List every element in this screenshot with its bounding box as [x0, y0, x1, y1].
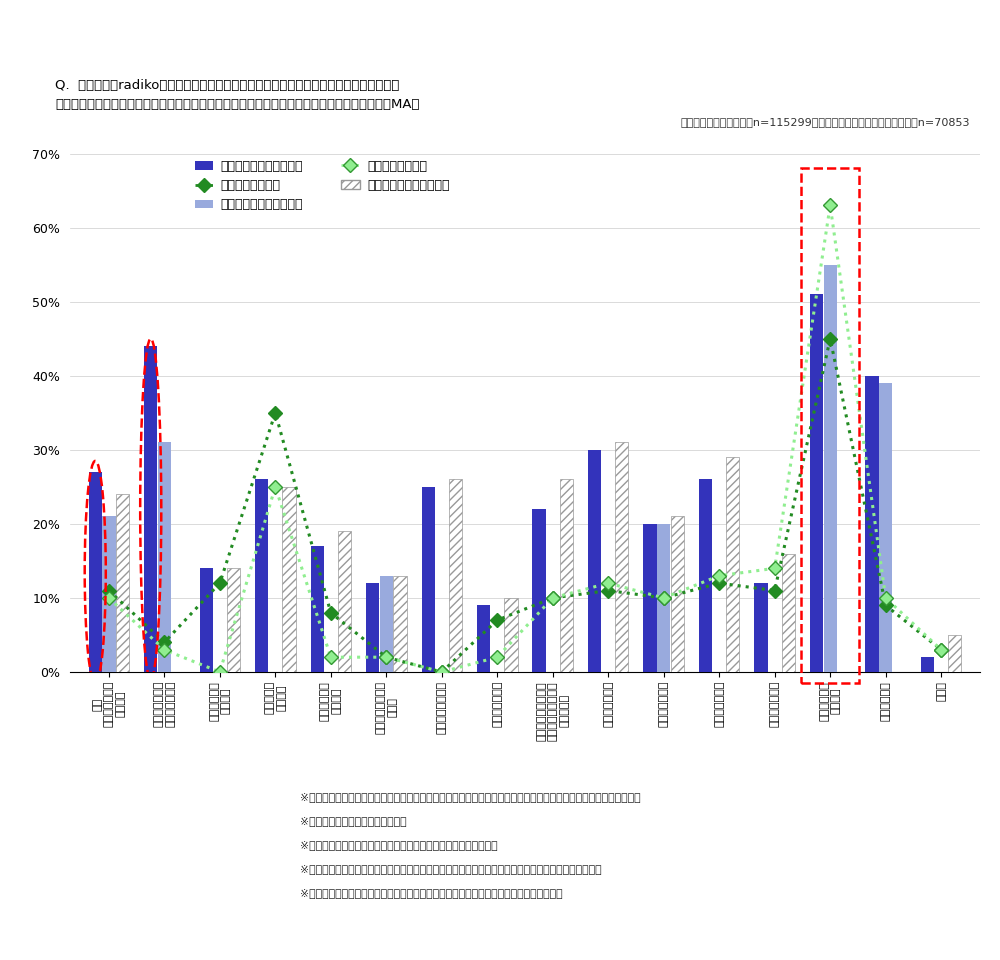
- Bar: [393, 576, 407, 672]
- Bar: [311, 546, 324, 672]
- Bar: [477, 606, 490, 672]
- Text: ※今回から「朝ベッドの中で」と「夜ベッドの中で」をまとめて「ベッドの中で」で聴取: ※今回から「朝ベッドの中で」と「夜ベッドの中で」をまとめて「ベッドの中で」で聴取: [300, 888, 563, 898]
- Bar: [782, 554, 795, 672]
- Text: スマートフォン利用者：n=115299、【前回】スマートフォン利用者：n=70853: スマートフォン利用者：n=115299、【前回】スマートフォン利用者：n=708…: [680, 117, 970, 127]
- Bar: [255, 479, 268, 672]
- Bar: [615, 443, 628, 672]
- Bar: [671, 516, 684, 672]
- Bar: [588, 450, 601, 672]
- Text: ※今回から朝の通勤と帰宅をまとめて「通勤・通学中・帰宅中／外出先への移動中・帰宅中に」で聴取: ※今回から朝の通勤と帰宅をまとめて「通勤・通学中・帰宅中／外出先への移動中・帰宅…: [300, 864, 602, 874]
- Bar: [282, 487, 296, 672]
- Text: ※今回から平日・休日を分けて聴取: ※今回から平日・休日を分けて聴取: [300, 816, 407, 826]
- Text: Q.  あなたが「radiko（ラジコ）」経由で、ラジオをどのような場面で聴いていますか。: Q. あなたが「radiko（ラジコ）」経由で、ラジオをどのような場面で聴いてい…: [55, 79, 399, 92]
- Bar: [366, 583, 379, 672]
- Bar: [643, 524, 657, 672]
- Bar: [422, 487, 435, 672]
- Text: 以下の機器での利用について、それぞれあてはまるものをすべてお知らせください。（各MA）: 以下の機器での利用について、それぞれあてはまるものをすべてお知らせください。（各…: [55, 98, 420, 111]
- Bar: [102, 516, 116, 672]
- Bar: [948, 635, 961, 672]
- Legend: 【平日】スマートフォン, 【平日】パソコン, 【休日】スマートフォン, 【休日】パソコン, 【前回】スマートフォン: 【平日】スマートフォン, 【平日】パソコン, 【休日】スマートフォン, 【休日】…: [195, 160, 450, 211]
- Bar: [89, 472, 102, 672]
- Bar: [824, 265, 837, 672]
- Bar: [449, 479, 462, 672]
- Bar: [754, 583, 768, 672]
- Bar: [532, 509, 546, 672]
- Bar: [200, 568, 213, 672]
- Bar: [810, 295, 823, 672]
- Bar: [144, 347, 157, 672]
- Bar: [116, 494, 129, 672]
- Bar: [380, 576, 393, 672]
- Bar: [726, 457, 739, 672]
- Text: ※「運動（ジョギング、ウォーキングなど）」をしながら」は前回「ジョギング、ウォーキングをしながら」で聴取: ※「運動（ジョギング、ウォーキングなど）」をしながら」は前回「ジョギング、ウォー…: [300, 792, 641, 802]
- Text: ※今回から朝食・昼食・夕食をまとめて「食事をしながら」で聴取: ※今回から朝食・昼食・夕食をまとめて「食事をしながら」で聴取: [300, 840, 498, 850]
- Bar: [657, 524, 670, 672]
- Bar: [227, 568, 240, 672]
- Text: radiko利用シーン：スマートフォン: radiko利用シーン：スマートフォン: [342, 22, 658, 50]
- Bar: [879, 383, 892, 672]
- Bar: [504, 598, 518, 672]
- Bar: [699, 479, 712, 672]
- Bar: [158, 443, 171, 672]
- Bar: [338, 531, 351, 672]
- Bar: [865, 375, 879, 672]
- Bar: [921, 658, 934, 672]
- Bar: [560, 479, 573, 672]
